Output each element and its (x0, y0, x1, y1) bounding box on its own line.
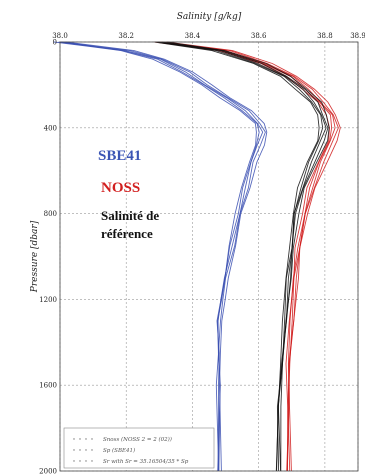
series-noss-line (158, 41, 336, 472)
x-tick-label: 38.0 (52, 32, 68, 40)
legend-marker (91, 438, 93, 440)
legend-marker (73, 438, 75, 440)
series-sbe41-line (65, 41, 268, 472)
legend: Snoss (NOSS 2 = 2 (02)) Sp (SBE41) Sr wi… (63, 427, 215, 469)
legend-entry-sbe41: Sp (SBE41) (103, 447, 135, 454)
y-axis-label: Pressure [dbar] (30, 220, 40, 293)
legend-entry-reference: Sr with Sr = 35.16504/35 * Sp (103, 459, 189, 465)
tick-labels: 38.0 38.2 38.4 38.6 38.8 38.9 0 400 800 1200 1600 2… (39, 32, 365, 475)
legend-box (63, 427, 215, 469)
series-sbe41-line (60, 41, 264, 472)
y-tick-label: 0 (53, 39, 57, 47)
series-noss-line (160, 41, 339, 472)
annotation-noss: NOSS (101, 180, 140, 196)
plot-frame (59, 41, 359, 472)
x-tick-label: 38.4 (185, 32, 201, 40)
series-layer (53, 41, 341, 472)
y-tick-label: 1200 (39, 296, 57, 304)
series-sbe41-line (62, 41, 266, 472)
legend-marker (79, 438, 81, 440)
x-tick-label: 38.6 (251, 32, 267, 40)
legend-marker (85, 449, 87, 451)
legend-marker (85, 438, 87, 440)
annotations: SBE41 NOSS Salinité de référence (98, 148, 159, 241)
series-reference-line (166, 41, 330, 472)
legend-marker (79, 460, 81, 462)
series-reference-line (156, 41, 324, 472)
legend-marker (85, 460, 87, 462)
x-tick-label: 38.8 (317, 32, 333, 40)
legend-marker (91, 449, 93, 451)
y-tick-label: 1600 (39, 382, 57, 390)
series-noss-line (165, 41, 341, 472)
annotation-reference-line1: Salinité de (101, 208, 159, 223)
x-axis-label: Salinity [g/kg] (177, 12, 242, 22)
legend-entry-noss: Snoss (NOSS 2 = 2 (02)) (103, 436, 172, 443)
series-sbe41-line (53, 41, 257, 472)
legend-marker (73, 449, 75, 451)
x-tick-label: 38.2 (118, 32, 134, 40)
y-tick-label: 800 (44, 210, 57, 218)
series-reference-line (154, 41, 320, 472)
annotation-reference-line2: référence (101, 226, 153, 241)
annotation-sbe41: SBE41 (98, 148, 141, 164)
series-sbe41-line (58, 41, 260, 472)
x-tick-label: 38.9 (350, 32, 365, 40)
legend-marker (91, 460, 93, 462)
y-tick-label: 2000 (39, 468, 57, 475)
legend-marker (73, 460, 75, 462)
y-tick-label: 400 (44, 124, 57, 132)
legend-marker (79, 449, 81, 451)
